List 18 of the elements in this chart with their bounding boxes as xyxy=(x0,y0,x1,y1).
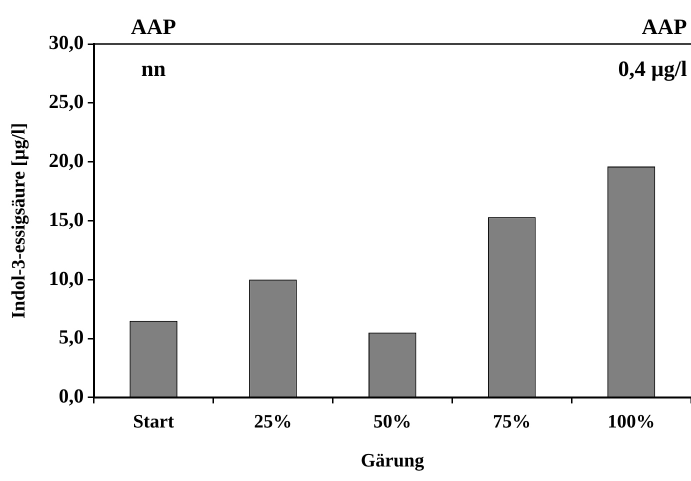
y-axis-title: Indol-3-essigsäure [µg/l] xyxy=(8,122,30,319)
annotation: nn xyxy=(141,56,166,81)
y-tick-label: 30,0 xyxy=(48,32,84,54)
y-tick-label: 0,0 xyxy=(58,386,84,408)
text: AAP xyxy=(130,14,176,39)
x-tick-label: 75% xyxy=(492,412,531,433)
x-tick-label: 100% xyxy=(608,412,656,433)
x-axis-title: Gärung xyxy=(360,450,425,472)
x-tick-label: Start xyxy=(132,412,175,433)
y-tick-label: 15,0 xyxy=(48,208,84,231)
annotation: 0,4 µg/l xyxy=(618,56,687,81)
y-tick-label: 5,0 xyxy=(58,326,84,349)
x-tick-label: 25% xyxy=(254,412,292,433)
y-tick-label: 10,0 xyxy=(48,268,84,290)
x-tick-label: 50% xyxy=(373,412,412,433)
text: AAP xyxy=(642,14,687,39)
y-tick-label: 20,0 xyxy=(48,150,84,172)
y-tick-label: 25,0 xyxy=(48,91,84,114)
